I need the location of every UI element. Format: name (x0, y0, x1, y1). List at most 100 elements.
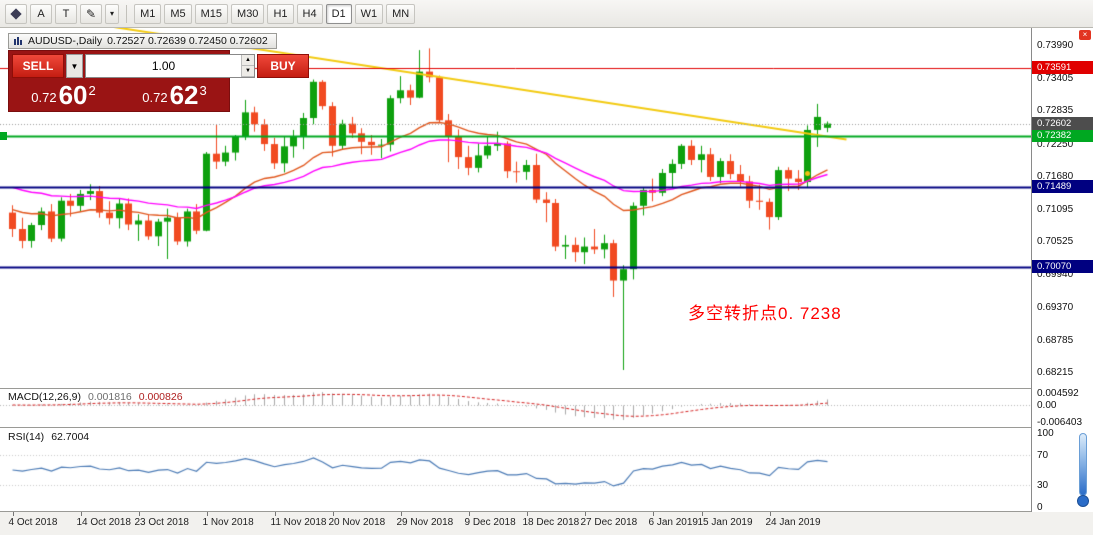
sell-price-point: 2 (88, 83, 96, 98)
time-axis-tick (12, 512, 14, 516)
time-axis-tick (701, 512, 703, 516)
price-axis: 0.73990 0.73405 0.72835 0.72250 0.71680 0.710… (1031, 28, 1093, 513)
macd-axis-label: 0.004592 (1037, 388, 1079, 399)
symbol-period-label: AUDUSD-,Daily (28, 35, 103, 47)
price-axis-label: 0.71095 (1037, 204, 1074, 215)
chart-icon (14, 37, 22, 45)
timeframe-m15-button[interactable]: M15 (194, 3, 229, 24)
date-axis-label: 1 Nov 2018 (202, 517, 254, 528)
date-axis-label: 9 Dec 2018 (464, 517, 516, 528)
chart-title-bar: AUDUSD-,Daily 0.72527 0.72639 0.72450 0.… (8, 33, 277, 49)
timeframe-m5-button[interactable]: M5 (164, 3, 192, 24)
price-axis-label: 0.73405 (1037, 73, 1074, 84)
buy-price-pips: 62 (169, 80, 199, 110)
volume-input[interactable] (86, 55, 241, 77)
timeframe-m30-button[interactable]: M30 (231, 3, 265, 24)
rsi-axis-label: 0 (1037, 502, 1043, 513)
panel-separator[interactable] (0, 388, 1093, 389)
text-tool-button[interactable]: A (30, 3, 52, 24)
price-axis-label: 0.68785 (1037, 335, 1074, 346)
date-axis-label: 24 Jan 2019 (765, 517, 821, 528)
price-axis-label: 0.70525 (1037, 236, 1074, 247)
price-axis-label: 0.68215 (1037, 367, 1074, 378)
chevron-down-icon: ▼ (70, 61, 79, 71)
thermometer-stem (1079, 433, 1087, 496)
volume-up-button[interactable]: ▲ (242, 55, 254, 66)
buy-price-prefix: 0.72 (142, 90, 168, 105)
sell-price-prefix: 0.72 (31, 90, 57, 105)
draw-tool-dropdown[interactable]: ▾ (105, 3, 120, 24)
time-axis-tick (652, 512, 654, 516)
timeframe-w1-button[interactable]: W1 (354, 3, 384, 24)
hline-price-tag: 0.70070 (1032, 260, 1093, 273)
time-axis-tick (332, 512, 334, 516)
time-axis-tick (138, 512, 140, 516)
cursor-icon (10, 7, 22, 20)
date-axis-label: 4 Oct 2018 (8, 517, 58, 528)
volume-box: ▲ ▼ (85, 54, 255, 78)
rsi-axis-label: 70 (1037, 450, 1049, 461)
timeframe-h1-button[interactable]: H1 (267, 3, 294, 24)
draw-tool-button[interactable]: ✎ (80, 3, 103, 24)
chart-close-icon[interactable]: × (1079, 30, 1091, 40)
panel-separator[interactable] (0, 511, 1093, 512)
buy-price-point: 3 (199, 83, 207, 98)
macd-canvas[interactable] (0, 389, 1031, 427)
hline-price-tag: 0.73591 (1032, 61, 1093, 74)
buy-price[interactable]: 0.72 62 3 (123, 81, 226, 108)
chevron-down-icon: ▾ (110, 9, 115, 18)
sell-price[interactable]: 0.72 60 2 (12, 81, 115, 108)
time-axis-tick (468, 512, 470, 516)
time-axis-tick (80, 512, 82, 516)
price-axis-label: 0.72835 (1037, 105, 1074, 116)
sell-dropdown-button[interactable]: ▼ (66, 54, 83, 78)
date-axis-label: 14 Oct 2018 (76, 517, 131, 528)
timeframe-m1-button[interactable]: M1 (134, 3, 162, 24)
timeframe-mn-button[interactable]: MN (386, 3, 416, 24)
price-axis-label: 0.72250 (1037, 139, 1074, 150)
hline-price-tag: 0.71489 (1032, 180, 1093, 193)
volume-stepper: ▲ ▼ (241, 55, 254, 77)
thermometer-icon (1077, 433, 1089, 507)
macd-signal-value: 0.000826 (138, 391, 183, 403)
time-axis-tick (400, 512, 402, 516)
trade-controls-row: SELL ▼ ▲ ▼ BUY (12, 54, 309, 78)
timeframe-d1-button[interactable]: D1 (325, 3, 352, 24)
macd-axis-label: 0.00 (1037, 400, 1057, 411)
date-axis-label: 18 Dec 2018 (522, 517, 580, 528)
timeframe-h4-button[interactable]: H4 (296, 3, 323, 24)
price-axis-label: 0.73990 (1037, 40, 1074, 51)
chart-annotation-text: 多空转折点0. 7238 (688, 304, 842, 323)
rsi-canvas[interactable] (0, 428, 1031, 511)
time-axis-tick (584, 512, 586, 516)
macd-indicator-label: MACD(12,26,9) 0.001816 0.000826 (8, 391, 183, 403)
time-axis: 4 Oct 2018 14 Oct 2018 23 Oct 2018 1 Nov 20… (0, 512, 1093, 535)
volume-down-button[interactable]: ▼ (242, 66, 254, 77)
date-axis-label: 29 Nov 2018 (396, 517, 454, 528)
thermometer-bulb (1077, 495, 1089, 507)
price-axis-label: 0.69940 (1037, 269, 1074, 280)
price-axis-label: 0.69370 (1037, 302, 1074, 313)
date-axis-label: 15 Jan 2019 (697, 517, 753, 528)
hline-price-tag: 0.72382 (1032, 129, 1093, 142)
pencil-icon: ✎ (86, 6, 97, 21)
time-axis-tick (769, 512, 771, 516)
cursor-tool-button[interactable] (5, 3, 27, 24)
price-axis-label: 0.71680 (1037, 171, 1074, 182)
macd-axis-label: -0.006403 (1037, 417, 1083, 428)
buy-button[interactable]: BUY (257, 54, 309, 78)
toolbar-separator (126, 4, 128, 23)
text-label-tool-button[interactable]: T (55, 3, 77, 24)
sell-button[interactable]: SELL (12, 54, 64, 78)
macd-main-value: 0.001816 (87, 391, 132, 403)
date-axis-label: 11 Nov 2018 (270, 517, 327, 528)
hline-left-anchor (0, 132, 7, 140)
rsi-indicator-label: RSI(14) 62.7004 (8, 431, 89, 443)
date-axis-label: 20 Nov 2018 (328, 517, 386, 528)
trade-prices-row: 0.72 60 2 0.72 62 3 (12, 81, 226, 108)
ohlc-values: 0.72527 0.72639 0.72450 0.72602 (107, 35, 268, 47)
panel-separator[interactable] (0, 427, 1093, 428)
toolbar: A T ✎ ▾ M1 M5 M15 M30 H1 H4 D1 W1 MN (0, 0, 1093, 28)
rsi-name: RSI(14) (8, 431, 45, 443)
